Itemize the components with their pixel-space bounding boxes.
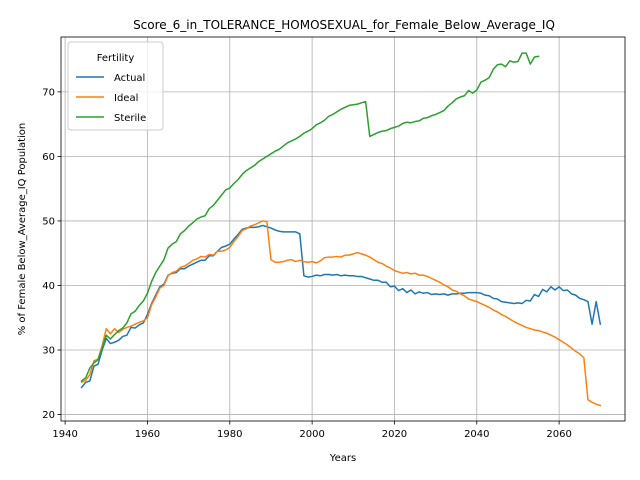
legend-label-sterile: Sterile [114,113,146,124]
x-tick-label: 1960 [135,429,160,440]
legend-entries: Actual Ideal Sterile [76,73,146,124]
legend-label-actual: Actual [114,73,145,84]
y-tick-label: 40 [42,281,55,292]
series-line-ideal [80,220,602,407]
x-tick-label: 1980 [217,429,242,440]
series-layer [80,52,602,407]
grid [61,37,625,421]
x-tick-label: 2040 [464,429,489,440]
legend: Fertility Actual Ideal Sterile [67,41,164,131]
plot-frame [60,36,626,422]
y-tick-label: 50 [42,216,55,227]
y-axis-label: % of Female Below_Average_IQ Population [17,123,28,336]
legend-box [67,41,164,131]
x-axis-label: Years [329,453,356,464]
legend-title: Fertility [97,53,135,64]
y-axis: 20 30 40 50 60 70 [42,87,61,421]
y-tick-label: 70 [42,87,55,98]
y-tick-label: 60 [42,152,55,163]
x-tick-label: 2020 [382,429,407,440]
y-tick-label: 20 [42,410,55,421]
x-tick-label: 2060 [546,429,571,440]
series-line-sterile [80,52,540,383]
legend-label-ideal: Ideal [114,93,138,104]
chart-title: Score_6_in_TOLERANCE_HOMOSEXUAL_for_Fema… [133,18,555,32]
x-tick-label: 2000 [299,429,324,440]
y-tick-label: 30 [42,346,55,357]
x-axis: 1940 1960 1980 2000 2020 2040 2060 [52,421,572,440]
x-tick-label: 1940 [52,429,77,440]
